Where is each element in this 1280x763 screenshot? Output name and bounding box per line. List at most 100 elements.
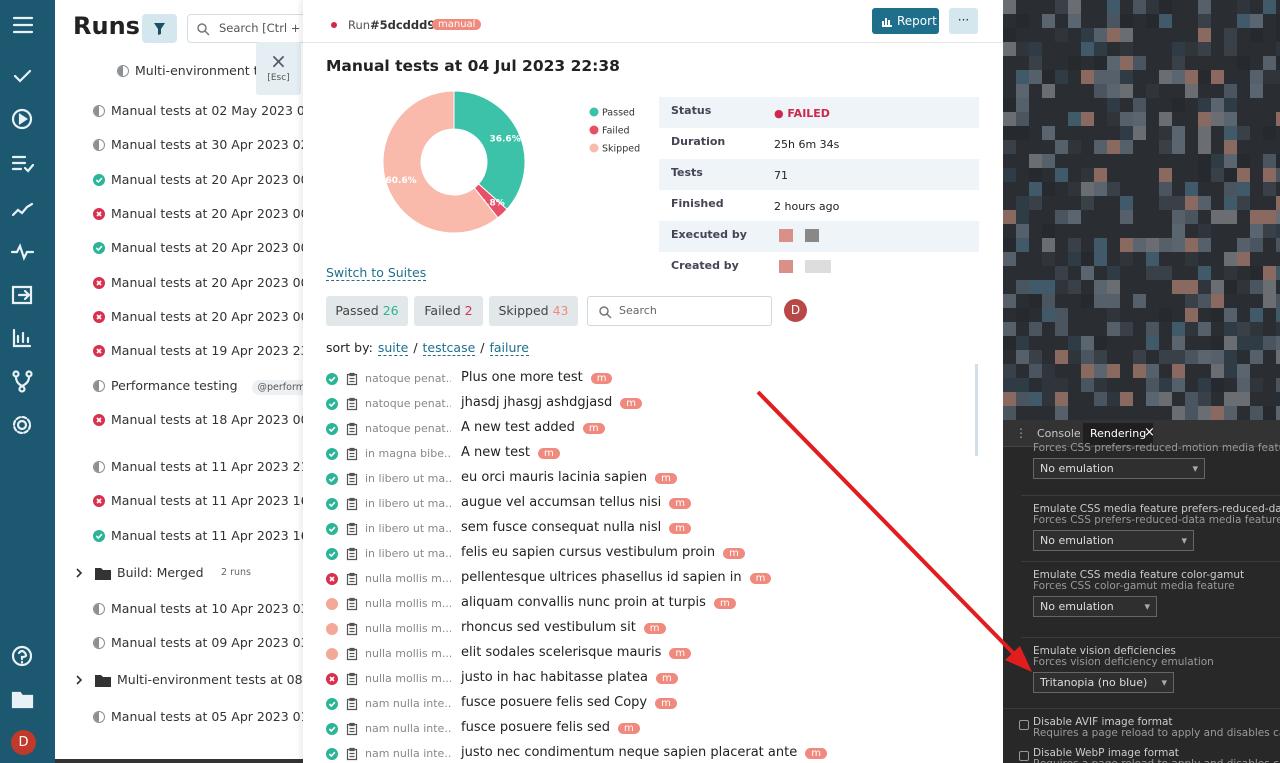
test-row[interactable]: nulla mollis m... aliquam convallis nunc … [326,595,966,615]
filter-button[interactable]: Failed 2 [414,296,483,326]
status-icon [93,345,105,357]
run-name: Multi-environment tests [135,63,285,78]
pixel-block [1094,140,1107,154]
avatar[interactable]: D [11,730,36,755]
info-row: Finished 2 hours ago [659,190,979,221]
run-item[interactable]: Manual tests at 19 Apr 2023 23:59from [93,342,303,360]
run-item[interactable]: Manual tests at 20 Apr 2023 00:57from [93,171,303,189]
test-icon [346,647,358,661]
status-circle [93,530,105,542]
run-item[interactable]: Manual tests at 11 Apr 2023 16:01from [93,527,303,545]
run-item[interactable]: Manual tests at 30 Apr 2023 02:08from [93,136,303,154]
run-name: Manual tests at 11 Apr 2023 16:01 [111,493,303,508]
test-row[interactable]: in libero ut ma... felis eu sapien cursus… [326,545,966,565]
pixel-block [1276,14,1280,28]
test-row[interactable]: in magna bibe... A new test m [326,445,966,465]
filter-button[interactable] [142,14,177,43]
pixel-block [1224,406,1237,420]
test-row[interactable]: nulla mollis m... pellentesque ultrices p… [326,570,966,590]
filter-button[interactable]: Passed 26 [326,296,408,326]
tab-active[interactable]: Rendering × [1083,423,1155,445]
select[interactable]: No emulation [1033,530,1194,551]
test-row[interactable]: natoque penat... jhasdj jhasgj ashdgjasd m [326,395,966,415]
test-row[interactable]: nam nulla inte... fusce posuere felis sed… [326,695,966,715]
tab-close[interactable]: × [1144,425,1155,440]
run-item[interactable]: Manual tests at 18 Apr 2023 00:26from [93,411,303,429]
test-row[interactable]: nam nulla inte... justo nec condimentum n… [326,745,966,763]
run-item[interactable]: Multi-environment tests [117,62,303,80]
test-search[interactable]: Search [587,296,772,326]
test-row[interactable]: nulla mollis m... rhoncus sed vestibulum … [326,620,966,640]
run-item[interactable]: Performance testing @performance [93,377,303,395]
test-row[interactable]: in libero ut ma... sem fusce consequat nu… [326,520,966,540]
pixel-block [1250,308,1263,322]
pixel-block [1146,238,1159,252]
test-row[interactable]: in libero ut ma... eu orci mauris lacinia… [326,470,966,490]
filter-label: Skipped [498,303,549,318]
run-item[interactable]: Manual tests at 20 Apr 2023 00:49from [93,274,303,292]
checkbox[interactable] [1019,751,1029,761]
test-row[interactable]: in libero ut ma... augue vel accumsan tel… [326,495,966,515]
search-box[interactable]: Search [Ctrl + K] [187,14,303,43]
test-row[interactable]: nam nulla inte... fusce posuere felis sed… [326,720,966,740]
status-icon [326,673,338,685]
run-name: Manual tests at 20 Apr 2023 00:54 [111,206,303,221]
test-name: eu orci mauris lacinia sapien [461,470,648,485]
run-item[interactable]: Manual tests at 20 Apr 2023 00:00from [93,308,303,326]
clipboard [346,697,358,711]
test-icon [346,697,358,711]
pixel-block [1029,196,1042,210]
pixel-block [1237,280,1250,294]
more-button[interactable]: ··· [949,8,978,34]
chevron [76,675,83,685]
run-item[interactable]: Manual tests at 20 Apr 2023 00:54from [93,205,303,223]
run-item[interactable]: Manual tests at 09 Apr 2023 03:20from [93,634,303,652]
pixel-block [1250,224,1263,238]
select[interactable]: No emulation [1033,596,1157,617]
report-icon [882,18,892,27]
status-cross [329,576,335,582]
run-item[interactable]: Manual tests at 11 Apr 2023 16:01from [93,492,303,510]
sort-option[interactable]: testcase [422,340,476,356]
switch-link[interactable]: Switch to Suites [326,265,427,281]
test-row[interactable]: nulla mollis m... justo in hac habitasse … [326,670,966,690]
close-overlay[interactable]: × [Esc] [256,42,301,95]
run-item[interactable]: Manual tests at 11 Apr 2023 21:46m [93,458,303,476]
sort-option[interactable]: failure [489,340,529,356]
pixel-block [1016,238,1029,252]
pixel-block [1198,98,1211,112]
avatar[interactable]: D [784,299,807,322]
info-value: 2 hours ago [774,200,840,213]
pixel-block [1237,196,1250,210]
pixel-block [1250,322,1263,336]
sort-option[interactable]: suite [377,340,409,356]
pixel-block [1003,28,1016,42]
run-item[interactable]: Manual tests at 10 Apr 2023 03:35m [93,600,303,618]
pixel-block [1029,322,1042,336]
run-item[interactable]: Build: Merged 2 runs [76,564,303,582]
menu[interactable]: ⋮ [1015,426,1027,440]
test-icon [346,447,358,461]
pixel-block [1211,336,1224,350]
run-item[interactable]: Manual tests at 05 Apr 2023 01:25m [93,708,303,726]
select[interactable]: No emulation [1033,458,1205,479]
pixel-block [1120,252,1133,266]
tab[interactable]: Console [1037,427,1081,440]
clipboard [346,572,358,586]
filter-button[interactable]: Skipped 43 [489,296,578,326]
test-name: justo nec condimentum neque sapien place… [461,745,798,760]
pixel-block [1120,84,1133,98]
test-row[interactable]: nulla mollis m... elit sodales scelerisqu… [326,645,966,665]
pixel-block [1198,322,1211,336]
pixel-block [1224,392,1237,406]
run-item[interactable]: Manual tests at 02 May 2023 03:22m [93,102,303,120]
run-item[interactable]: Manual tests at 20 Apr 2023 00:52from [93,239,303,257]
pixel-block [1250,70,1263,84]
test-row[interactable]: natoque penat... Plus one more test m [326,370,966,390]
run-item[interactable]: Multi-environment tests at 08 Apr [76,671,303,689]
select[interactable]: Tritanopia (no blue) [1033,672,1174,693]
test-row[interactable]: natoque penat... A new test added m [326,420,966,440]
status-check [328,501,336,508]
checkbox[interactable] [1019,720,1029,730]
report-button[interactable]: Report [872,8,939,34]
